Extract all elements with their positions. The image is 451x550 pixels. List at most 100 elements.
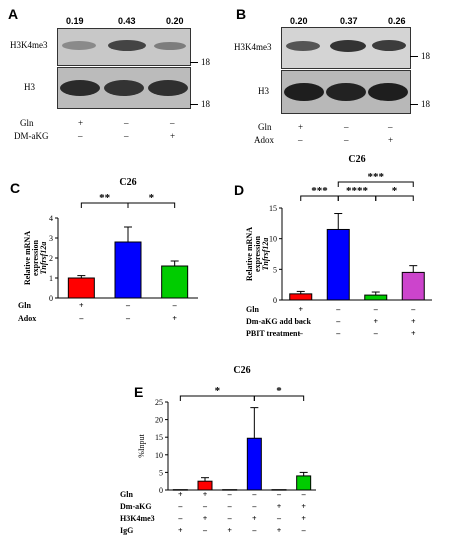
condition-sign: – [373, 329, 379, 338]
band [326, 83, 366, 101]
panel-a-sign: – [78, 131, 83, 141]
panel-e-letter: E [134, 384, 144, 400]
condition-sign: + [252, 514, 257, 523]
condition-label: Gln [246, 305, 259, 314]
condition-sign: – [251, 526, 257, 535]
condition-sign: – [373, 305, 379, 314]
y-tick-label: 0 [159, 486, 163, 495]
condition-sign: – [301, 526, 307, 535]
condition-sign: + [203, 490, 208, 499]
panel-a-letter: A [8, 6, 19, 22]
condition-sign: – [298, 329, 304, 338]
condition-sign: – [227, 490, 233, 499]
condition-label: Dm-aKG [120, 502, 152, 511]
significance-label: ** [99, 192, 111, 204]
panel-b-sign: – [344, 122, 349, 132]
band [104, 80, 144, 96]
y-tick-label: 20 [155, 416, 163, 425]
panel-a-marker-tick-1 [190, 62, 198, 63]
significance-label: * [149, 192, 155, 204]
band [60, 80, 100, 96]
y-tick-label: 2 [49, 254, 53, 263]
y-tick-label: 4 [49, 214, 53, 223]
band [154, 42, 186, 50]
bar [172, 489, 188, 491]
condition-sign: + [301, 502, 306, 511]
condition-sign: – [78, 314, 84, 323]
condition-label: Gln [120, 490, 133, 499]
y-tick-label: 5 [159, 468, 163, 477]
significance-label: **** [346, 185, 369, 197]
condition-sign: + [411, 329, 416, 338]
panel-a-marker-tick-2 [190, 104, 198, 105]
bar [222, 489, 238, 491]
panel-a-sign: – [124, 131, 129, 141]
condition-sign: – [335, 329, 341, 338]
condition-label: Dm-aKG add back [246, 317, 311, 326]
condition-sign: – [177, 502, 183, 511]
condition-sign: + [227, 526, 232, 535]
condition-sign: – [202, 502, 208, 511]
condition-sign: – [227, 514, 233, 523]
band [148, 80, 188, 96]
panel-a-sign: – [124, 118, 129, 128]
bar [246, 437, 262, 491]
band [108, 40, 146, 51]
panel-a-sign: + [78, 118, 84, 128]
panel-a-value-3: 0.20 [166, 16, 184, 26]
condition-sign: – [125, 314, 131, 323]
panel-b-sign: – [344, 135, 349, 145]
panel-b-h3-blot [281, 70, 411, 114]
condition-sign: – [276, 514, 282, 523]
chart-title: C26 [348, 154, 365, 165]
condition-sign: – [301, 490, 307, 499]
y-tick-label: 10 [155, 451, 163, 460]
panel-b-marker-2: 18 [421, 99, 430, 109]
y-axis-label: Tnfrsf12a [39, 242, 48, 275]
significance-bracket [253, 395, 305, 401]
condition-label: IgG [120, 526, 133, 535]
y-axis-label: expression [31, 240, 40, 276]
panel-b-marker-tick-1 [410, 56, 418, 57]
significance-label: * [392, 185, 398, 197]
band [286, 41, 320, 51]
condition-sign: + [178, 526, 183, 535]
significance-bracket [127, 202, 176, 208]
condition-label: H3K4me3 [120, 514, 155, 523]
panel-b-sign: + [298, 122, 304, 132]
panel-a-row-label-dmakg: DM-aKG [14, 131, 49, 141]
y-axis-label: expression [253, 236, 262, 272]
condition-sign: – [298, 317, 304, 326]
significance-bracket [337, 181, 414, 187]
condition-sign: + [277, 526, 282, 535]
y-tick-label: 3 [49, 234, 53, 243]
panel-a-h3-blot [57, 67, 191, 109]
condition-label: Gln [18, 301, 31, 310]
bar [161, 265, 189, 299]
condition-sign: – [251, 502, 257, 511]
panel-a-value-2: 0.43 [118, 16, 136, 26]
y-axis-label: Tnfrsf12a [261, 238, 270, 271]
panel-b-letter: B [236, 6, 247, 22]
band [372, 40, 406, 51]
panel-b-h3k4me3-blot [281, 27, 411, 69]
condition-sign: + [172, 314, 177, 323]
condition-sign: + [411, 317, 416, 326]
y-axis-label: %Input [137, 433, 146, 457]
significance-label: * [215, 385, 221, 397]
panel-a-sign: + [170, 131, 176, 141]
condition-sign: – [172, 301, 178, 310]
panel-b-sign: + [388, 135, 394, 145]
condition-sign: + [301, 514, 306, 523]
y-tick-label: 15 [269, 204, 277, 213]
bar [271, 489, 287, 491]
y-tick-label: 25 [155, 398, 163, 407]
y-tick-label: 10 [269, 235, 277, 244]
panel-b-h3k4me3-label: H3K4me3 [234, 42, 272, 52]
condition-sign: – [125, 301, 131, 310]
significance-bracket [375, 195, 414, 201]
condition-sign: – [335, 317, 341, 326]
